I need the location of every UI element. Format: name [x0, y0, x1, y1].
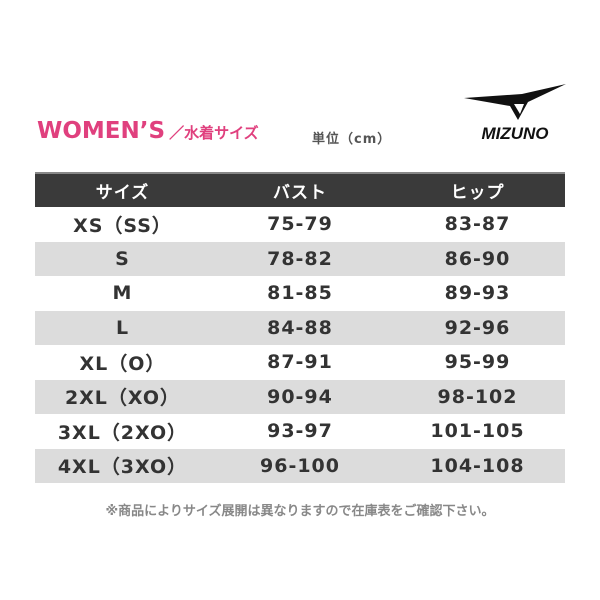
table-row: S 78-82 86-90 [35, 241, 565, 276]
page-title: WOMEN’S ／水着サイズ [37, 118, 259, 144]
header-hip: ヒップ [450, 183, 505, 203]
size-cell: 3XL（2XO） [57, 421, 188, 444]
hip-cell: 95-99 [444, 351, 511, 374]
table-row: L 84-88 92-96 [35, 310, 565, 345]
bust-cell: 90-94 [267, 385, 333, 408]
bust-cell: 93-97 [267, 420, 333, 443]
size-cell: M [112, 282, 133, 305]
size-table: サイズ バスト ヒップ XS（SS） 75-79 83-87 S 78-82 86-90 M… [35, 172, 565, 483]
table-row: 2XL（XO） 90-94 98-102 [35, 379, 565, 414]
size-cell: XL（O） [79, 352, 166, 375]
size-cell: S [115, 247, 130, 270]
table-row: XS（SS） 75-79 83-87 [35, 207, 565, 242]
table-row: 4XL（3XO） 96-100 104-108 [35, 448, 565, 483]
table-row: M 81-85 89-93 [35, 276, 565, 311]
bust-cell: 96-100 [260, 454, 340, 477]
hip-cell: 86-90 [444, 247, 511, 270]
hip-cell: 101-105 [430, 420, 525, 443]
mizuno-logo: MIZUNO [464, 84, 566, 142]
svg-text:MIZUNO: MIZUNO [481, 124, 548, 142]
table-row: XL（O） 87-91 95-99 [35, 345, 565, 380]
hip-cell: 92-96 [444, 316, 511, 339]
bust-cell: 78-82 [267, 247, 333, 270]
unit-label: 単位（cm） [312, 132, 392, 147]
bust-cell: 87-91 [267, 351, 333, 374]
table-header: サイズ バスト ヒップ [35, 172, 565, 207]
size-cell: 4XL（3XO） [57, 456, 188, 479]
title-sub: ／水着サイズ [169, 124, 259, 142]
bust-cell: 84-88 [267, 316, 333, 339]
bust-cell: 75-79 [267, 213, 333, 236]
hip-cell: 89-93 [444, 282, 511, 305]
footnote: ※商品によりサイズ展開は異なりますので在庫表をご確認下さい。 [105, 504, 495, 519]
header-size: サイズ [95, 183, 150, 203]
table-row: 3XL（2XO） 93-97 101-105 [35, 414, 565, 449]
hip-cell: 104-108 [430, 454, 525, 477]
hip-cell: 98-102 [437, 385, 518, 408]
header-bust: バスト [273, 183, 327, 203]
bust-cell: 81-85 [267, 282, 333, 305]
size-cell: XS（SS） [73, 214, 172, 237]
hip-cell: 83-87 [444, 213, 511, 236]
size-cell: L [115, 316, 130, 339]
title-main: WOMEN’S [37, 118, 166, 144]
size-cell: 2XL（XO） [64, 387, 181, 410]
